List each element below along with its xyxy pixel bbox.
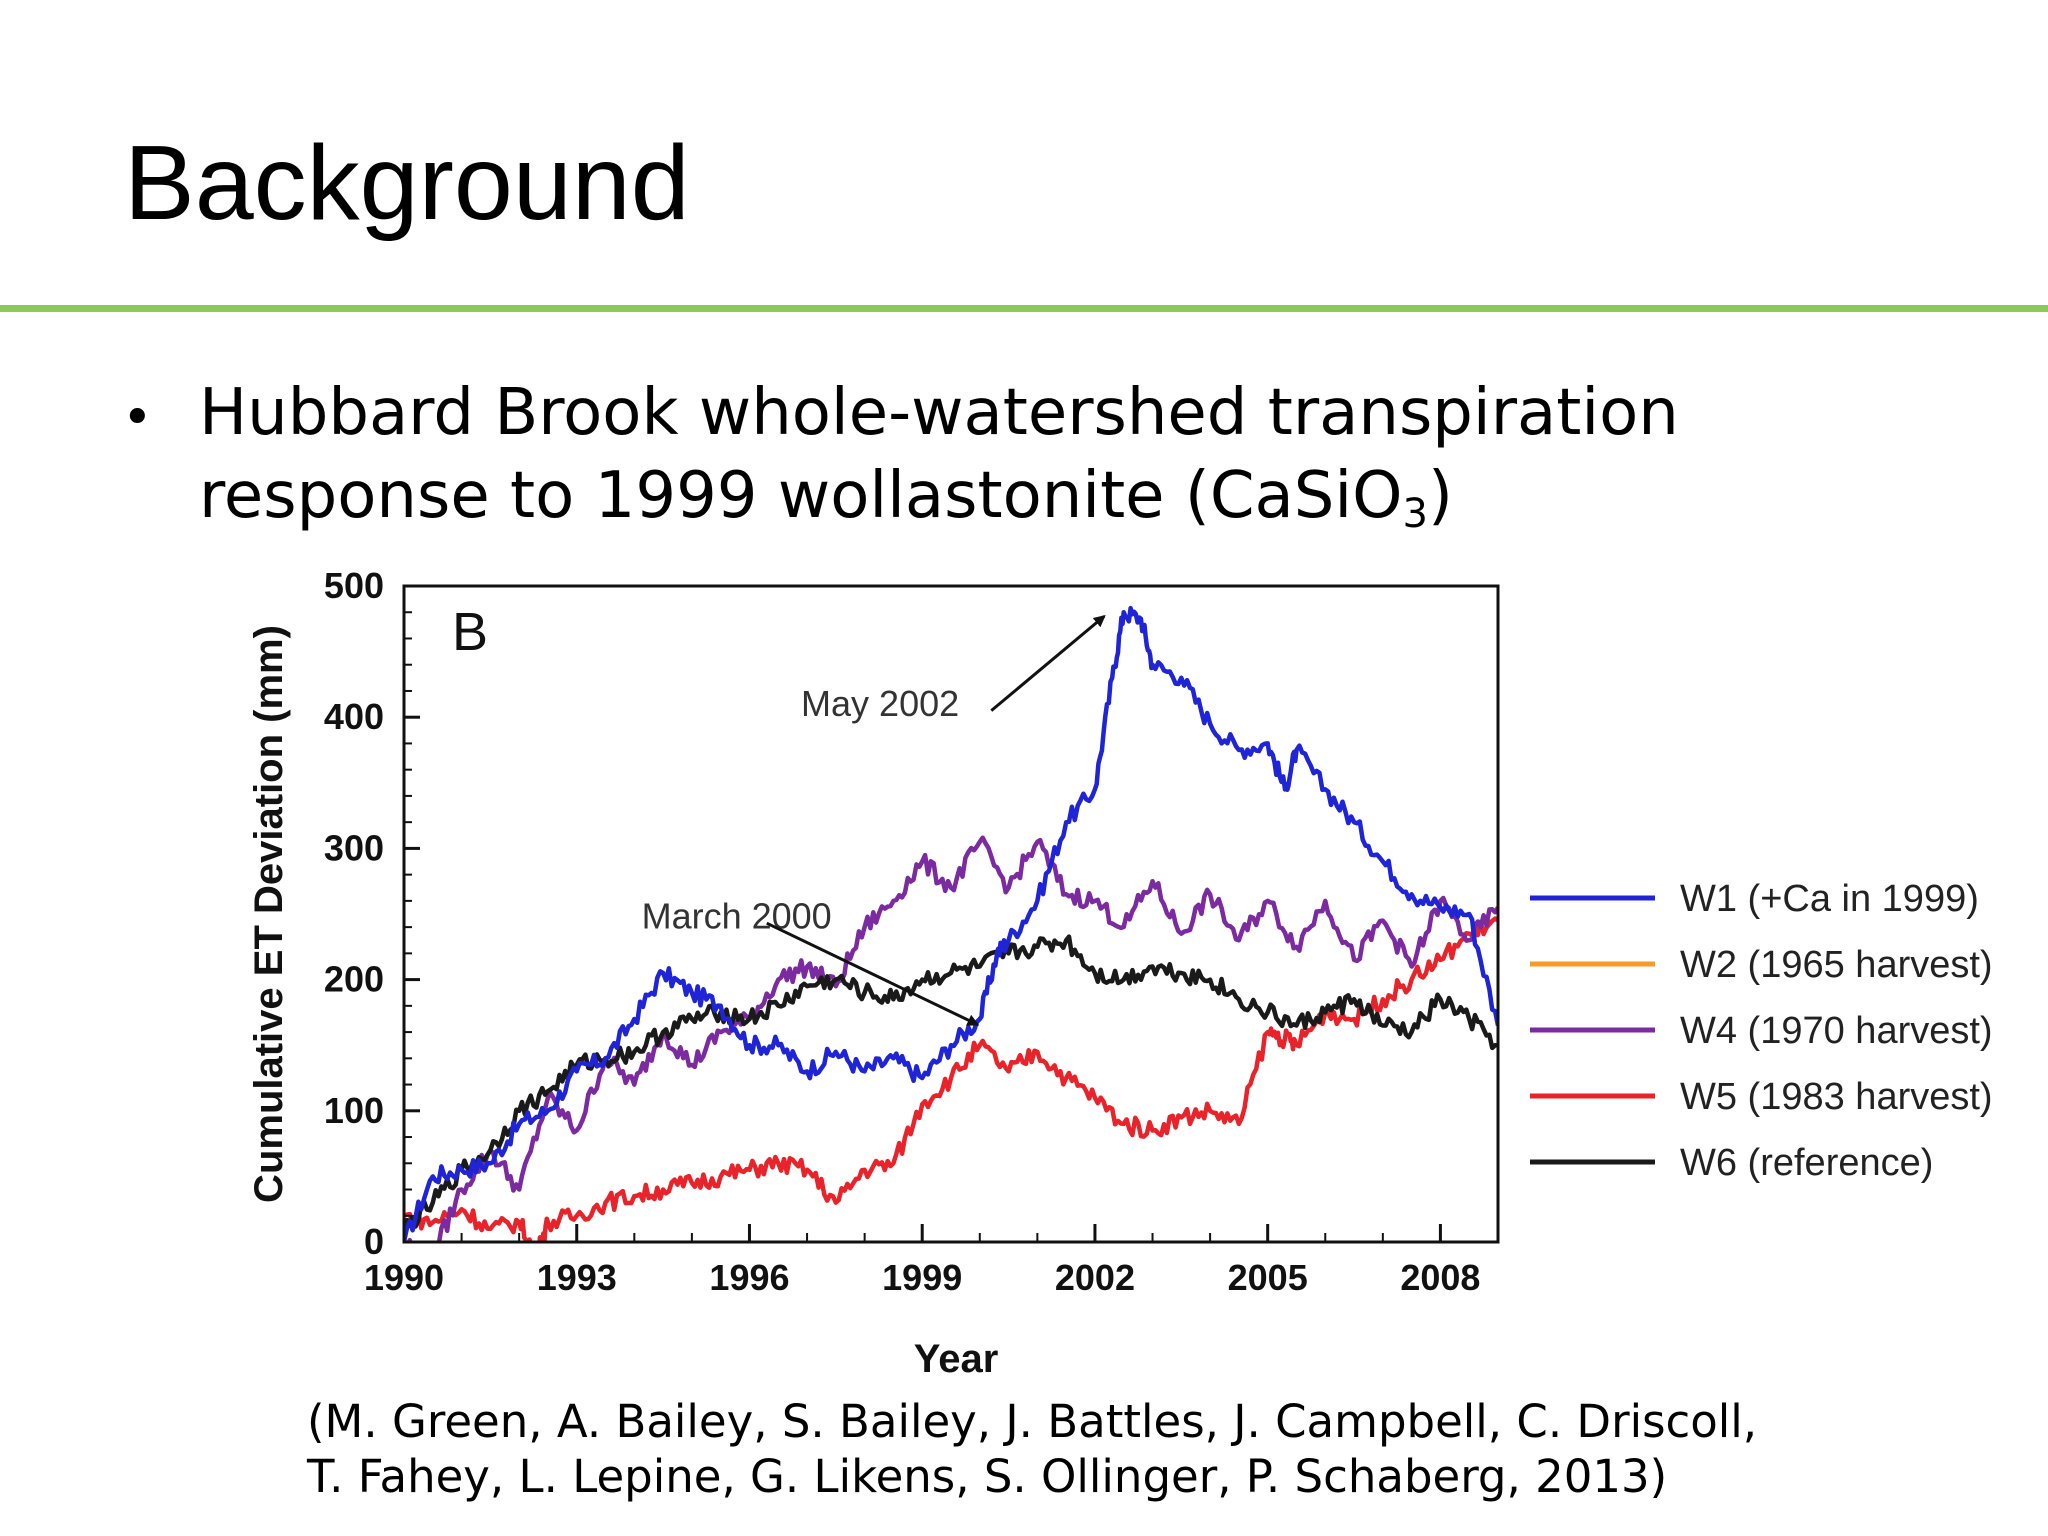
y-tick-label: 100 — [324, 1090, 384, 1131]
y-tick-label: 400 — [324, 696, 384, 737]
plot-frame — [402, 584, 1500, 1244]
panel-label: B — [452, 602, 488, 662]
citation: (M. Green, A. Bailey, S. Bailey, J. Batt… — [307, 1394, 1907, 1504]
legend-label: W5 (1983 harvest) — [1680, 1076, 1993, 1118]
annotation-may-2002: May 2002 — [801, 683, 959, 724]
slide-title: Background — [124, 124, 690, 242]
series-line-w4 — [404, 835, 1498, 1242]
bullet-text: Hubbard Brook whole-watershed transpirat… — [199, 372, 1959, 538]
legend-label: W1 (+Ca in 1999) — [1680, 878, 1979, 920]
y-tick-label: 0 — [364, 1221, 384, 1262]
y-tick-label: 300 — [324, 827, 384, 868]
bullet-subscript: 3 — [1402, 491, 1428, 537]
x-axis-title: Year — [914, 1337, 999, 1381]
x-tick-label: 1999 — [882, 1257, 962, 1298]
annotation-arrow-may-2002 — [990, 614, 1106, 712]
annotation-arrow-march-2000 — [766, 921, 980, 1026]
x-tick-label: 2005 — [1228, 1257, 1308, 1298]
legend-label: W6 (reference) — [1680, 1142, 1933, 1184]
citation-line-1: (M. Green, A. Bailey, S. Bailey, J. Batt… — [307, 1395, 1758, 1448]
bullet-marker: • — [122, 388, 153, 448]
series-line-w6 — [404, 934, 1498, 1230]
bullet-main-text: Hubbard Brook whole-watershed transpirat… — [199, 376, 1679, 533]
y-tick-label: 200 — [324, 959, 384, 1000]
series-line-w1 — [404, 605, 1498, 1242]
title-divider — [0, 305, 2048, 312]
citation-line-2: T. Fahey, L. Lepine, G. Likens, S. Ollin… — [307, 1450, 1668, 1503]
x-tick-label: 2002 — [1055, 1257, 1135, 1298]
bullet-closing: ) — [1427, 459, 1453, 533]
x-tick-label: 1990 — [364, 1257, 444, 1298]
legend-label: W2 (1965 harvest) — [1680, 944, 1993, 986]
y-axis-title: Cumulative ET Deviation (mm) — [247, 625, 291, 1203]
y-tick-label: 500 — [324, 565, 384, 606]
annotation-march-2000: March 2000 — [642, 896, 832, 937]
series-line-w5 — [404, 916, 1498, 1242]
legend-label: W4 (1970 harvest) — [1680, 1010, 1993, 1052]
x-tick-label: 1993 — [537, 1257, 617, 1298]
x-tick-label: 2008 — [1400, 1257, 1480, 1298]
x-tick-label: 1996 — [709, 1257, 789, 1298]
